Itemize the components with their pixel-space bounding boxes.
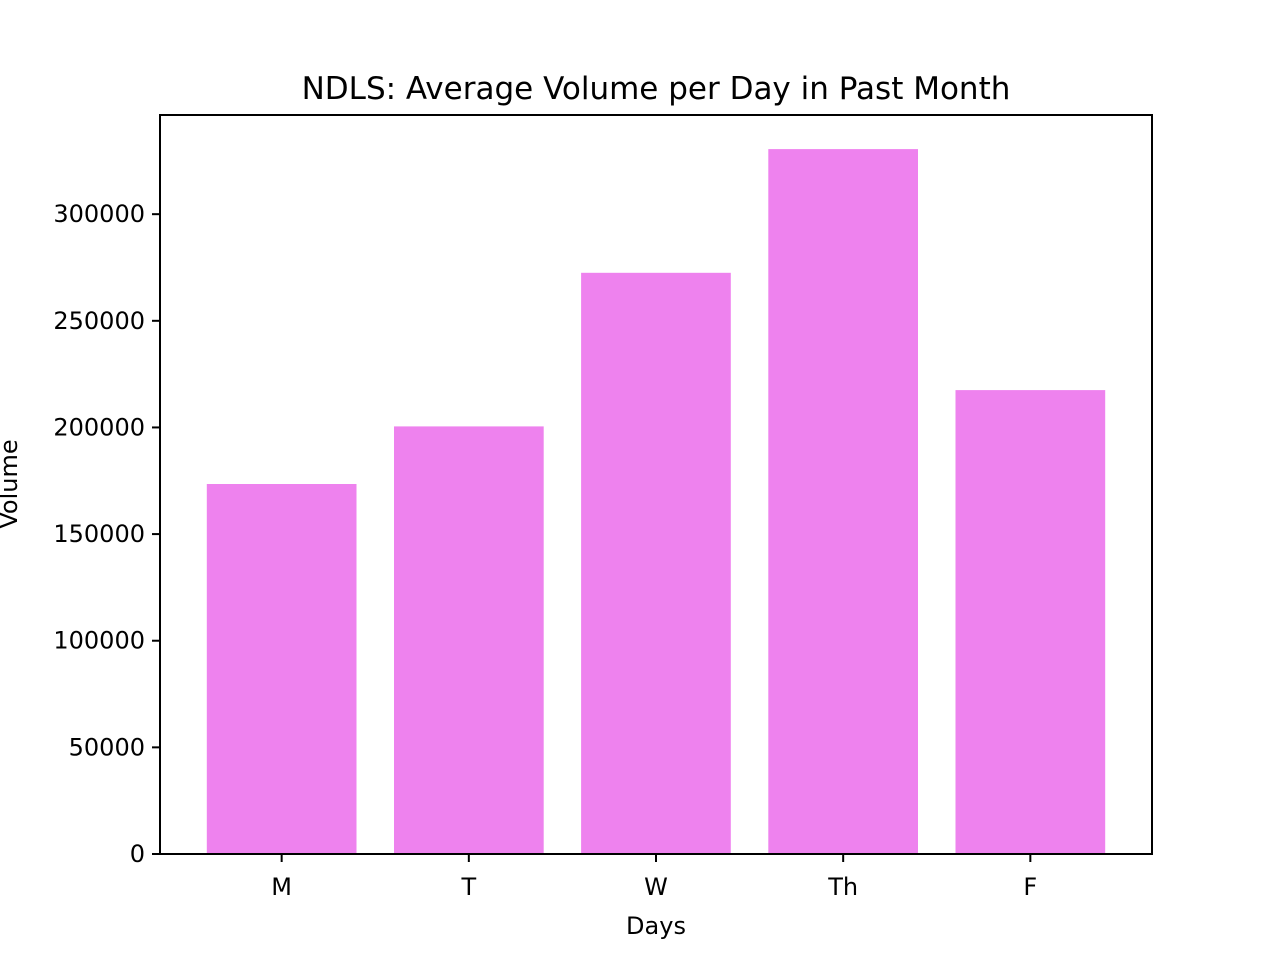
bar-f [955, 390, 1106, 854]
bar-m [206, 484, 357, 854]
x-tick-label: Th [827, 873, 858, 901]
y-tick-label: 150000 [53, 520, 145, 548]
y-axis-label: Volume [0, 439, 23, 528]
x-tick-label: M [271, 873, 292, 901]
y-tick-label: 0 [130, 840, 145, 868]
x-axis-ticks: M T W Th F [271, 854, 1037, 901]
y-tick-label: 250000 [53, 307, 145, 335]
y-tick-label: 300000 [53, 200, 145, 228]
y-tick-label: 200000 [53, 413, 145, 441]
chart-title: NDLS: Average Volume per Day in Past Mon… [302, 71, 1011, 107]
y-tick-label: 50000 [69, 733, 145, 761]
x-tick-label: F [1023, 873, 1037, 901]
bar-th [768, 149, 918, 855]
plot-frame [159, 114, 1153, 855]
bar-w [581, 272, 731, 854]
x-axis-label: Days [626, 912, 686, 940]
y-axis-ticks: 0 50000 100000 150000 200000 250000 300000 [53, 200, 160, 868]
bar-t [394, 426, 544, 854]
bars [206, 149, 1106, 855]
x-tick-label: T [460, 873, 476, 901]
x-tick-label: W [644, 873, 668, 901]
y-tick-label: 100000 [53, 627, 145, 655]
